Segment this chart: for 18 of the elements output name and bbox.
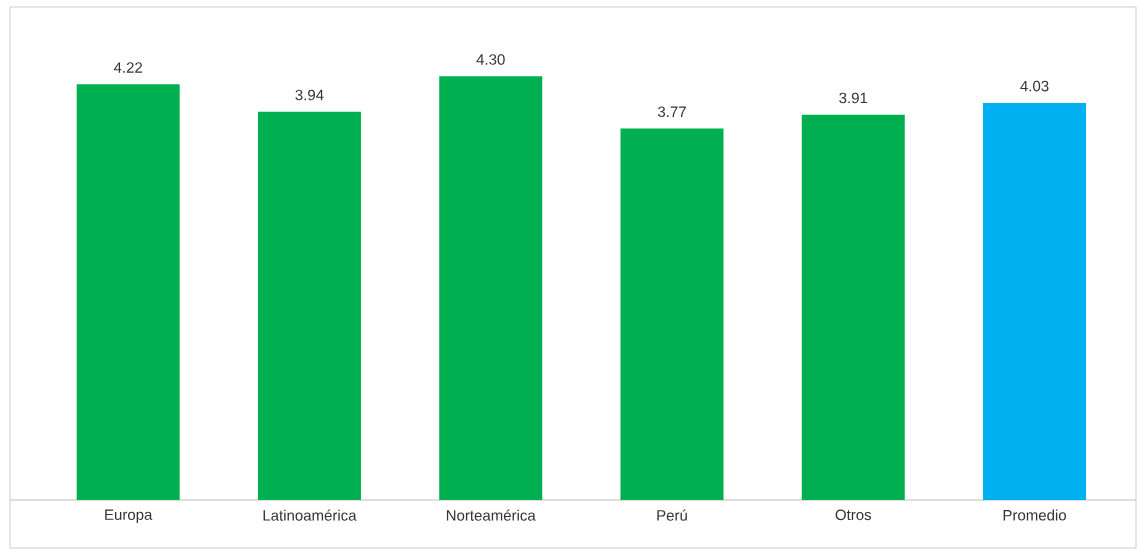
data-label: 3.77	[657, 106, 686, 118]
bar	[76, 84, 180, 500]
x-tick-label: Otros	[835, 509, 872, 521]
x-tick-label: Latinoamérica	[263, 509, 357, 521]
data-label: 3.91	[839, 92, 868, 104]
x-tick-label: Europa	[105, 509, 153, 523]
bar	[620, 128, 724, 500]
data-label: 3.94	[295, 89, 324, 101]
bar	[257, 111, 361, 500]
x-tick-label: Promedio	[1003, 509, 1066, 521]
data-label: 4.03	[1020, 80, 1049, 92]
data-label: 4.22	[113, 62, 143, 73]
bar	[801, 114, 905, 500]
bar	[439, 76, 543, 500]
data-label: 4.30	[476, 54, 505, 65]
bar	[983, 102, 1087, 500]
x-tick-label: Perú	[657, 509, 687, 521]
x-tick-label: Norteamérica	[446, 509, 536, 521]
